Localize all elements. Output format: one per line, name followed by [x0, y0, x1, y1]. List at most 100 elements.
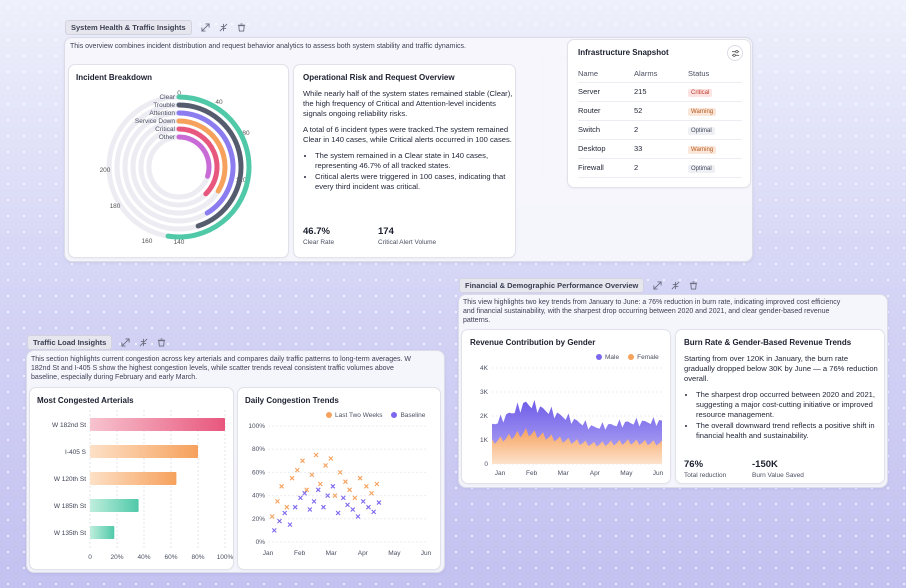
trash-icon[interactable] [689, 281, 698, 290]
infrastructure-table: Name Alarms Status Server 215 Critical Ro… [578, 66, 742, 178]
tick-label: 40% [137, 554, 150, 561]
scatter-point [269, 514, 275, 519]
scatter-point [332, 493, 338, 498]
scatter-point [325, 493, 331, 498]
tick-label: 100% [248, 423, 265, 430]
column-header: Alarms [634, 66, 688, 83]
tick-label: 140 [174, 239, 185, 246]
tick-label: 3K [480, 389, 489, 396]
scatter-point [307, 507, 313, 512]
scatter-point [335, 510, 341, 516]
congested-arterials-card: Most Congested Arterials 0 20% 40% 60% 80% 10… [29, 387, 234, 570]
legend-swatch [326, 412, 332, 418]
collapse-icon[interactable] [139, 338, 148, 347]
risk-text: While nearly half of the system states r… [303, 89, 513, 193]
cell-alarms: 215 [634, 82, 688, 102]
radial-bar-critical [176, 126, 220, 197]
section-description: This overview combines incident distribu… [70, 43, 466, 50]
trash-icon[interactable] [237, 23, 246, 32]
tick-label: Jun [653, 470, 664, 477]
radial-bar-attention [176, 110, 236, 216]
tick-label: 1K [480, 437, 489, 444]
scatter-point [330, 483, 336, 489]
scatter-point [376, 500, 382, 505]
table-row[interactable]: Server 215 Critical [578, 82, 742, 102]
cell-alarms: 2 [634, 120, 688, 140]
bullet: The sharpest drop occurred between 2020 … [696, 390, 880, 420]
scatter-point [343, 479, 348, 485]
cell-status: Critical [688, 82, 742, 102]
table-row[interactable]: Router 52 Warning [578, 101, 742, 121]
legend-label: Baseline [400, 412, 426, 419]
tick-label: Mar [558, 470, 570, 477]
scatter-point [360, 499, 366, 504]
stat-label: Burn Value Saved [752, 472, 804, 479]
tick-label: 60% [164, 554, 177, 561]
stat-value: -150K [752, 459, 778, 470]
filter-button[interactable] [727, 45, 743, 61]
tick-label: 180 [110, 203, 121, 210]
scatter-point [323, 463, 328, 468]
section-tag-label: Financial & Demographic Performance Over… [459, 278, 645, 293]
section-description: This section highlights current congesti… [31, 356, 411, 381]
scatter-point [369, 490, 374, 496]
category-label: Trouble [153, 102, 175, 109]
table-row[interactable]: Firewall 2 Optimal [578, 158, 742, 178]
scatter-point [282, 510, 288, 516]
scatter-point [345, 502, 350, 508]
legend-label: Male [605, 354, 620, 361]
legend-item: Last Two Weeks [326, 412, 382, 419]
tick-label: 60% [252, 469, 265, 476]
trash-icon[interactable] [157, 338, 166, 347]
stat-burn-saved: -150K Burn Value Saved [752, 459, 804, 479]
bullet-list: The system remained in a Clear state in … [303, 151, 513, 192]
stat-label: Critical Alert Volume [378, 239, 437, 246]
legend-label: Last Two Weeks [335, 412, 383, 419]
cell-alarms: 33 [634, 139, 688, 159]
tick-label: Feb [294, 550, 306, 557]
category-label: W 185th St [54, 503, 86, 510]
legend-item: Male [596, 354, 619, 361]
bullet: The system remained in a Clear state in … [315, 151, 513, 171]
tick-label: 80 [242, 130, 250, 137]
cell-status: Warning [688, 101, 742, 121]
category-label: Other [159, 134, 176, 141]
tick-label: 0 [484, 461, 488, 468]
revenue-gender-card: Revenue Contribution by Gender Male Fema… [461, 329, 671, 484]
section-description: This view highlights two key trends from… [463, 299, 841, 324]
tick-label: 20% [110, 554, 123, 561]
cell-name: Switch [578, 120, 634, 140]
scatter-point [302, 490, 308, 496]
collapse-icon[interactable] [219, 23, 228, 32]
collapse-icon[interactable] [671, 281, 680, 290]
scatter-point [315, 487, 321, 493]
tick-label: 40 [215, 99, 223, 106]
radial-bar-service-down [176, 118, 228, 194]
scatter-point [271, 528, 277, 533]
scatter-legend: Last Two Weeks Baseline [326, 412, 425, 419]
table-row[interactable]: Switch 2 Optimal [578, 120, 742, 140]
expand-icon[interactable] [653, 281, 662, 290]
category-label: Attention [149, 110, 175, 117]
bar-w-135th-st [90, 526, 115, 539]
horizontal-bar-chart: 0 20% 40% 60% 80% 100% W 182nd St I-405 S W 120t… [52, 410, 234, 561]
finance-section-tag: Financial & Demographic Performance Over… [459, 278, 698, 293]
tick-label: 100% [217, 554, 234, 561]
tick-label: Feb [526, 470, 538, 477]
legend-label: Female [637, 354, 659, 361]
cell-name: Server [578, 82, 634, 102]
expand-icon[interactable] [121, 338, 130, 347]
scatter-point [298, 495, 303, 501]
scatter-point [284, 504, 290, 510]
cell-alarms: 52 [634, 101, 688, 121]
card-title: Revenue Contribution by Gender [470, 338, 596, 347]
stat-critical-volume: 174 Critical Alert Volume [378, 226, 436, 246]
legend-swatch [391, 412, 398, 418]
area-legend: Male Female [596, 354, 659, 361]
tick-label: 2K [480, 413, 489, 420]
table-row[interactable]: Desktop 33 Warning [578, 139, 742, 159]
scatter-point [313, 452, 319, 458]
scatter-point [277, 518, 282, 524]
bar-i-405-s [90, 445, 198, 458]
expand-icon[interactable] [201, 23, 210, 32]
